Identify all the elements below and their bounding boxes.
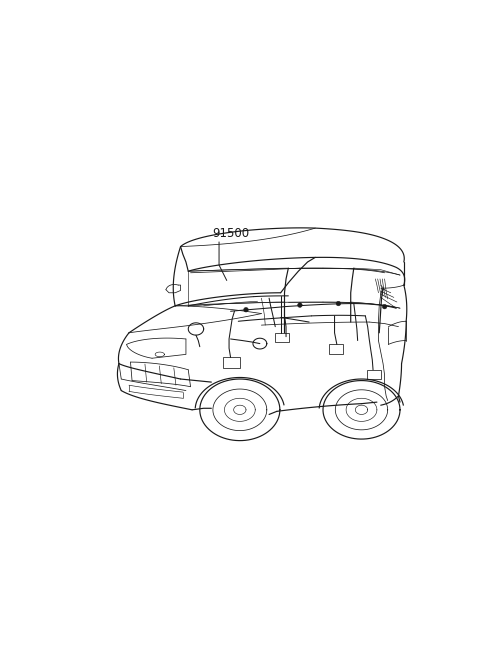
Circle shape bbox=[336, 301, 341, 306]
Bar bbox=[223, 358, 240, 368]
Bar bbox=[329, 344, 343, 354]
Circle shape bbox=[244, 308, 248, 312]
Circle shape bbox=[298, 303, 302, 308]
Circle shape bbox=[382, 304, 387, 309]
Bar bbox=[367, 370, 381, 379]
Bar bbox=[275, 333, 289, 342]
Text: 91500: 91500 bbox=[212, 228, 249, 240]
